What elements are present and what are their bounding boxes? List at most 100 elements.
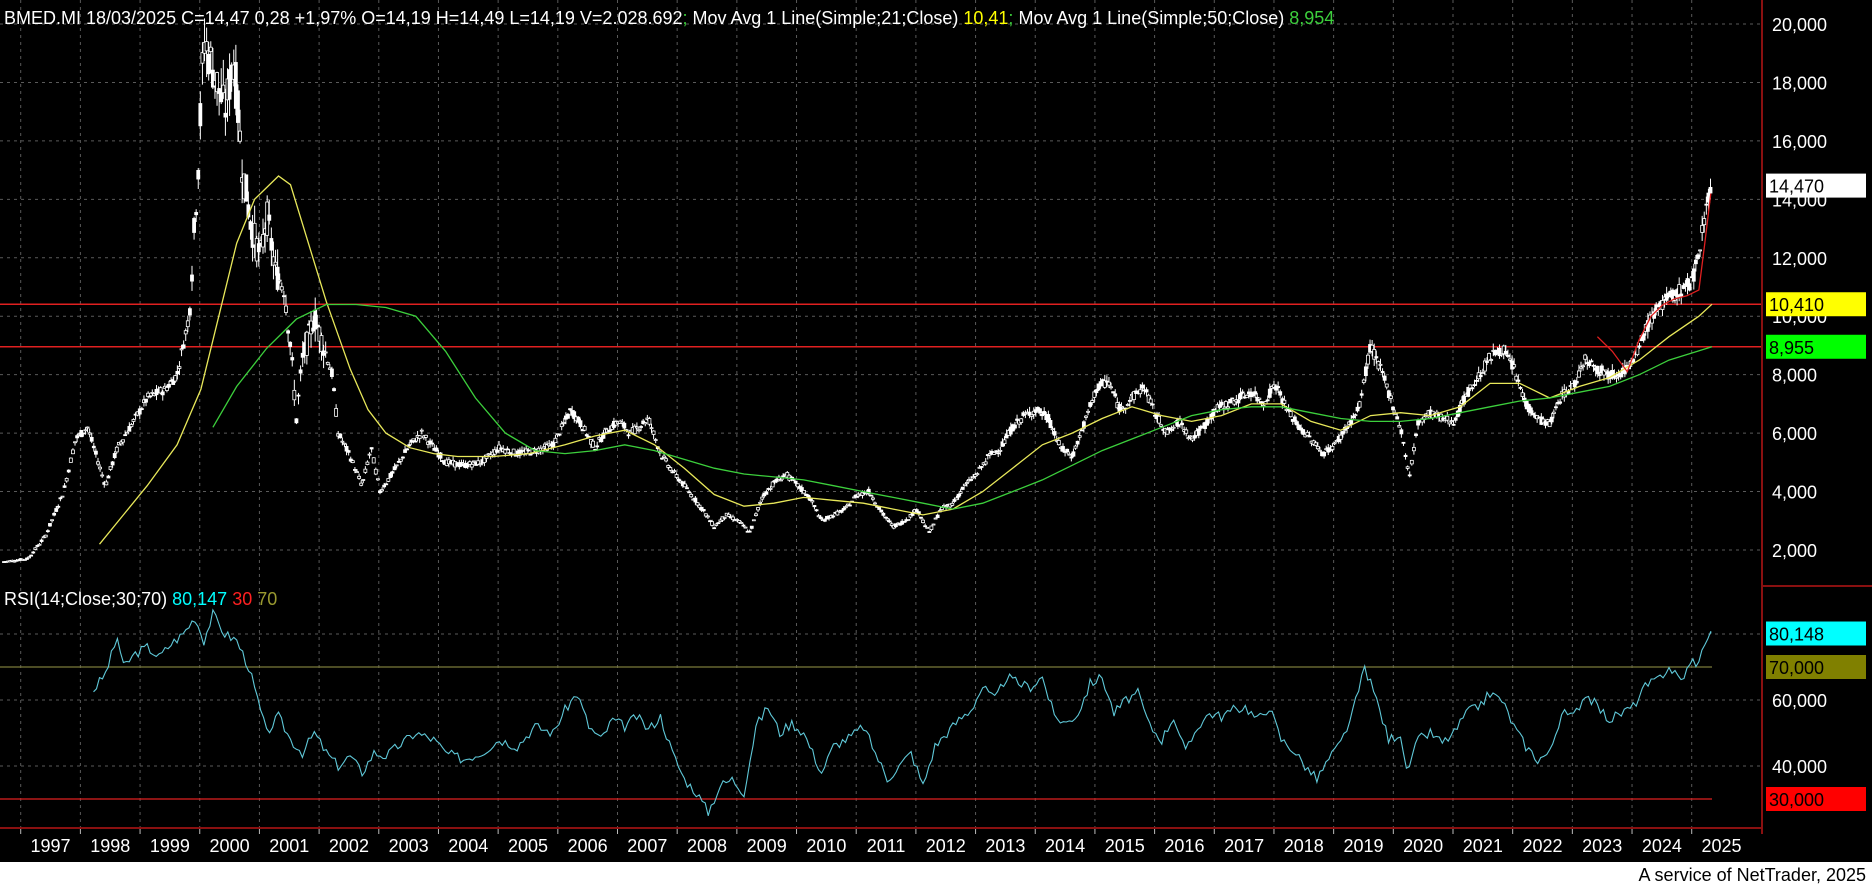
candle-body [1566, 391, 1571, 394]
candle-body [334, 408, 339, 417]
candle-body [561, 422, 566, 424]
candle-body [1380, 370, 1385, 374]
year-tick-label: 2006 [568, 836, 608, 856]
candle-body [1401, 441, 1406, 444]
candle-body [685, 487, 689, 490]
candle-body [1391, 406, 1395, 411]
candle-body [751, 519, 756, 522]
candle-body [889, 523, 894, 526]
candle-body [969, 479, 973, 481]
candle-body [204, 41, 209, 52]
candle-body [1549, 416, 1554, 423]
candle-body [411, 438, 416, 441]
candle-body [1389, 395, 1393, 399]
candle-body [703, 513, 708, 517]
candle-body [1148, 398, 1153, 404]
candle-body [478, 463, 483, 466]
candle-body [526, 449, 531, 452]
candle-body [1253, 391, 1258, 395]
candle-body [417, 435, 422, 439]
candle-body [434, 447, 439, 452]
candle-body [173, 375, 178, 382]
candle-body [344, 445, 349, 452]
candle-body [708, 520, 712, 523]
candle-body [1693, 259, 1698, 265]
candle-body [653, 439, 658, 442]
rsi-badge-bg [1766, 621, 1866, 646]
footer-bar: A service of NetTrader, 2025 [0, 862, 1872, 888]
candle-body [737, 520, 742, 523]
ma50-line [212, 303, 1713, 510]
candle-body [398, 458, 403, 462]
candle-body [1019, 418, 1024, 423]
candle-body [403, 449, 407, 453]
candle-body [112, 453, 117, 459]
candle-body [244, 174, 249, 202]
candle-body [1357, 401, 1362, 408]
candle-body [1107, 381, 1111, 386]
candle-body [712, 527, 717, 530]
candle-body [1574, 380, 1579, 384]
candle-body [1180, 422, 1184, 426]
candle-body [965, 482, 969, 484]
candle-body [983, 461, 988, 465]
candle-body [643, 422, 648, 425]
candle-body [873, 502, 877, 505]
candle-body [1295, 421, 1299, 426]
candle-body [1340, 431, 1345, 435]
candle-body [1558, 401, 1563, 404]
candle-body [607, 429, 612, 433]
candle-body [701, 509, 706, 512]
candle-body [252, 222, 257, 246]
candle-body [662, 455, 666, 458]
candle-body [196, 170, 201, 180]
candle-body [793, 480, 798, 484]
candle-body [309, 320, 313, 335]
candle-body [365, 461, 370, 465]
candle-body [227, 69, 232, 100]
candle-body [71, 449, 75, 455]
candle-body [261, 234, 265, 248]
candle-body [1282, 399, 1287, 404]
candle-body [1157, 415, 1161, 424]
candle-body [1071, 451, 1076, 457]
candle-body [323, 351, 328, 354]
candle-body [1577, 370, 1581, 378]
candle-body [311, 327, 316, 332]
candle-body [1361, 379, 1366, 383]
candle-body [1150, 403, 1155, 406]
candle-body [1125, 404, 1130, 406]
candle-body [1641, 333, 1646, 341]
candle-body [300, 352, 305, 358]
candle-body [190, 274, 194, 282]
candle-body [582, 426, 587, 431]
candle-body [881, 512, 886, 516]
candle-body [841, 507, 846, 511]
candle-body [992, 452, 996, 455]
candle-body [1278, 391, 1283, 396]
candle-body [1700, 224, 1705, 233]
candle-body [1228, 399, 1232, 404]
candle-body [1251, 393, 1255, 397]
candle-body [1353, 414, 1358, 417]
candle-body [1363, 366, 1368, 377]
candle-body [390, 471, 395, 474]
price-chart[interactable]: 1997 1998 1999 2000 2001 2002 2003 2004 2005 2006… [0, 0, 1872, 862]
candle-body [668, 467, 673, 471]
year-tick-label: 2001 [269, 836, 309, 856]
candle-body [1704, 203, 1709, 206]
candle-body [275, 266, 280, 290]
candle-body [497, 444, 501, 451]
candle-body [1113, 393, 1118, 397]
grid-lines [0, 0, 1760, 828]
candle-body [248, 221, 253, 230]
candle-body [749, 525, 754, 529]
candle-body [935, 514, 940, 518]
candle-body [676, 478, 681, 482]
candle-body [137, 408, 142, 415]
candle-body [1096, 383, 1101, 391]
candle-body [104, 481, 109, 486]
candle-body [1186, 437, 1191, 439]
candle-body [1109, 386, 1113, 389]
candle-body [877, 507, 882, 510]
